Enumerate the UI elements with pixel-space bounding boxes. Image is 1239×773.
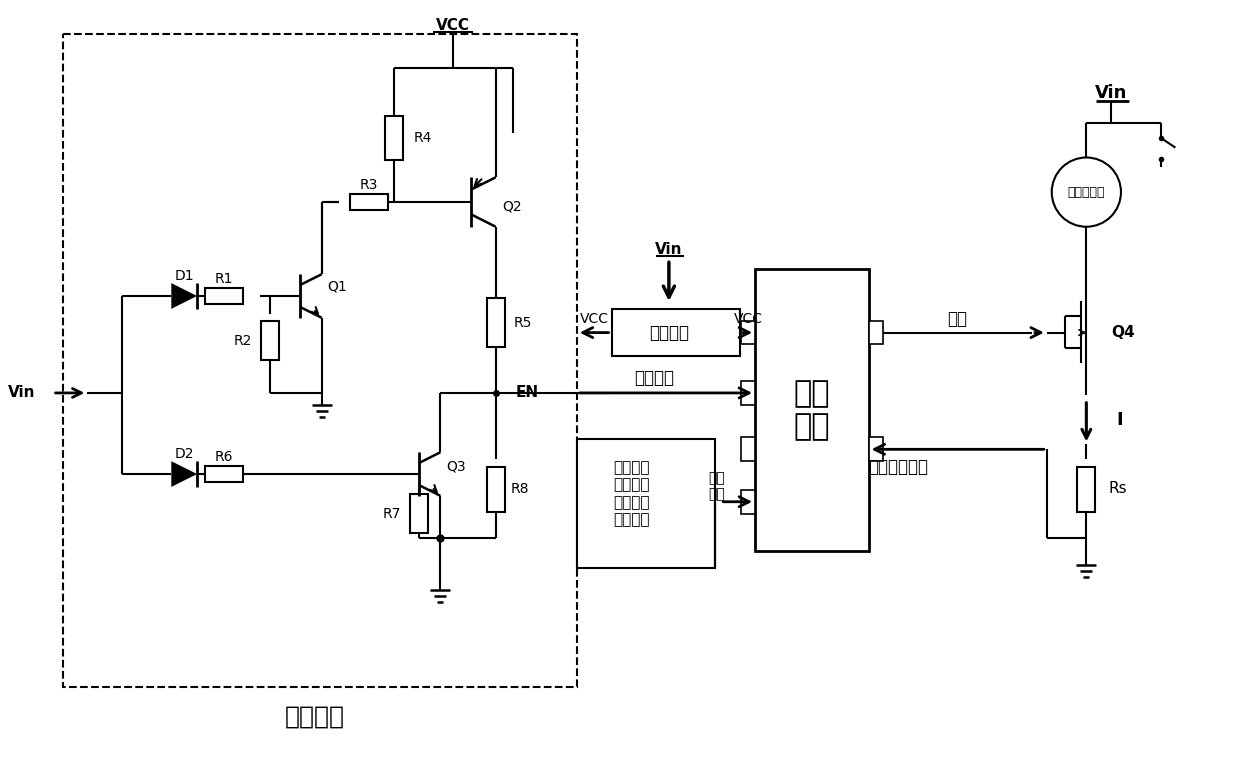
Text: EN: EN bbox=[515, 386, 539, 400]
Text: 电压保护: 电压保护 bbox=[285, 704, 344, 728]
Bar bbox=[204, 288, 243, 304]
Text: Q4: Q4 bbox=[1111, 325, 1135, 340]
Text: R2: R2 bbox=[234, 333, 253, 348]
Bar bbox=[487, 298, 504, 347]
Text: 使能信号: 使能信号 bbox=[634, 369, 674, 387]
Text: 驱动: 驱动 bbox=[948, 310, 968, 328]
Bar bbox=[577, 439, 715, 568]
Text: R7: R7 bbox=[383, 506, 401, 520]
Polygon shape bbox=[171, 283, 197, 309]
Bar bbox=[261, 321, 279, 360]
Text: R1: R1 bbox=[214, 272, 233, 286]
Text: VCC: VCC bbox=[436, 19, 471, 33]
Text: R4: R4 bbox=[414, 131, 432, 145]
Bar bbox=[741, 490, 755, 513]
Text: D1: D1 bbox=[175, 269, 195, 283]
Bar bbox=[869, 438, 882, 461]
Text: R6: R6 bbox=[214, 450, 233, 465]
Text: 节能
控制: 节能 控制 bbox=[794, 379, 830, 441]
Text: VCC: VCC bbox=[733, 312, 762, 325]
Text: R3: R3 bbox=[361, 179, 378, 192]
Text: 继电器线圈: 继电器线圈 bbox=[1068, 186, 1105, 199]
Text: R5: R5 bbox=[514, 315, 532, 330]
Bar bbox=[385, 116, 403, 161]
Text: D2: D2 bbox=[175, 448, 195, 461]
Bar bbox=[410, 494, 427, 533]
Text: Vin: Vin bbox=[1095, 84, 1127, 102]
Text: R8: R8 bbox=[510, 482, 529, 496]
Text: 电流闭环反馈: 电流闭环反馈 bbox=[869, 458, 928, 476]
Bar bbox=[869, 321, 882, 345]
Bar bbox=[741, 381, 755, 405]
Bar bbox=[612, 309, 740, 356]
Bar bbox=[204, 466, 243, 482]
Bar bbox=[62, 34, 577, 686]
Text: 参数
配置: 参数 配置 bbox=[709, 471, 725, 501]
Polygon shape bbox=[171, 461, 197, 487]
Text: Q1: Q1 bbox=[327, 279, 347, 293]
Bar bbox=[351, 194, 388, 210]
Bar bbox=[755, 269, 869, 551]
Text: 开关频率
吸合电流
保持电流
吸合时间: 开关频率 吸合电流 保持电流 吸合时间 bbox=[613, 460, 649, 527]
Text: Rs: Rs bbox=[1108, 482, 1126, 496]
Bar bbox=[1078, 467, 1095, 512]
Text: Vin: Vin bbox=[655, 242, 683, 257]
Bar bbox=[741, 438, 755, 461]
Text: I: I bbox=[1116, 410, 1123, 429]
Text: VCC: VCC bbox=[580, 312, 610, 325]
Bar bbox=[487, 467, 504, 512]
Text: 电源转换: 电源转换 bbox=[649, 324, 689, 342]
Text: Q3: Q3 bbox=[446, 459, 466, 473]
Text: Q2: Q2 bbox=[503, 200, 523, 214]
Bar bbox=[741, 321, 755, 345]
Text: Vin: Vin bbox=[9, 386, 36, 400]
